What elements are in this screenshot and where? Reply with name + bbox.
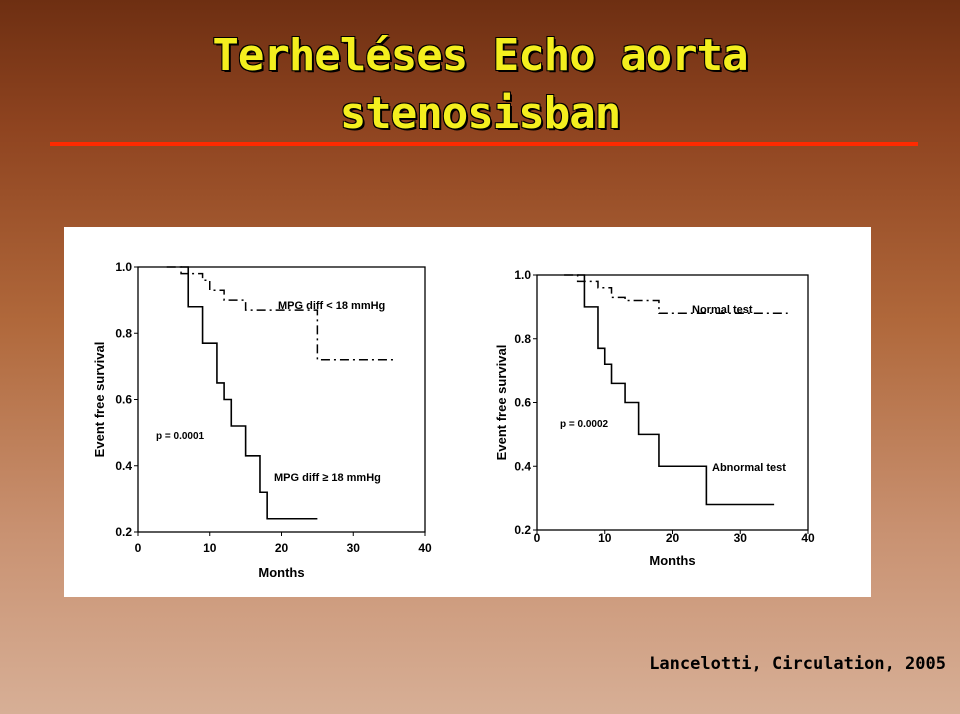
x-tick-label: 10 — [203, 541, 217, 555]
y-tick-label: 0.6 — [115, 393, 132, 407]
chart-panel: 1.0 0.8 0.6 0.4 0.2 0 10 20 30 40 Months Event free… — [64, 227, 871, 597]
p-value-annotation: p = 0.0002 — [560, 419, 609, 430]
y-tick-label: 1.0 — [115, 260, 132, 274]
y-tick-label: 0.4 — [115, 459, 132, 473]
x-tick-label: 20 — [275, 541, 289, 555]
y-tick-label: 0.4 — [514, 459, 531, 473]
title-divider — [50, 142, 918, 146]
y-tick-label: 0.8 — [514, 332, 531, 346]
x-axis-label: Months — [649, 553, 695, 568]
x-tick-label: 0 — [534, 531, 541, 545]
chart-2: 1.0 0.8 0.6 0.4 0.20 10 20 30 40 Months Event free… — [494, 268, 815, 568]
y-tick-label: 0.2 — [115, 525, 132, 539]
series-label-2: Abnormal test — [712, 462, 786, 474]
x-tick-label: 30 — [734, 531, 748, 545]
y-tick-label: 0.8 — [115, 326, 132, 340]
x-axis-label: Months — [258, 565, 304, 580]
series-line-1 — [564, 274, 788, 314]
citation: Lancelotti, Circulation, 2005 — [649, 654, 946, 674]
x-tick-label: 30 — [347, 541, 361, 555]
x-tick-label: 0 — [135, 541, 142, 555]
y-tick-label: 0.6 — [514, 396, 531, 410]
series-line-2 — [181, 266, 318, 520]
y-axis-label: Event free survival — [494, 345, 509, 461]
series-line-1 — [166, 266, 397, 361]
series-label-2: MPG diff ≥ 18 mmHg — [274, 472, 381, 484]
x-tick-label: 40 — [418, 541, 432, 555]
slide-title-line2: stenosisban — [339, 88, 621, 139]
x-tick-label: 20 — [666, 531, 680, 545]
y-tick-label: 1.0 — [514, 268, 531, 282]
x-tick-label: 40 — [801, 531, 815, 545]
series-line-2 — [577, 274, 775, 506]
series-label-1: Normal test — [692, 304, 753, 316]
x-tick-label: 10 — [598, 531, 612, 545]
p-value-annotation: p = 0.0001 — [156, 431, 205, 442]
y-axis-label: Event free survival — [92, 342, 107, 458]
y-tick-label: 0.2 — [514, 523, 531, 537]
series-label-1: MPG diff < 18 mmHg — [278, 300, 385, 312]
chart-1: 1.0 0.8 0.6 0.4 0.20 10 20 30 40 Months Event free… — [92, 260, 432, 580]
slide-title-line1: Terheléses Echo aorta — [212, 30, 748, 81]
